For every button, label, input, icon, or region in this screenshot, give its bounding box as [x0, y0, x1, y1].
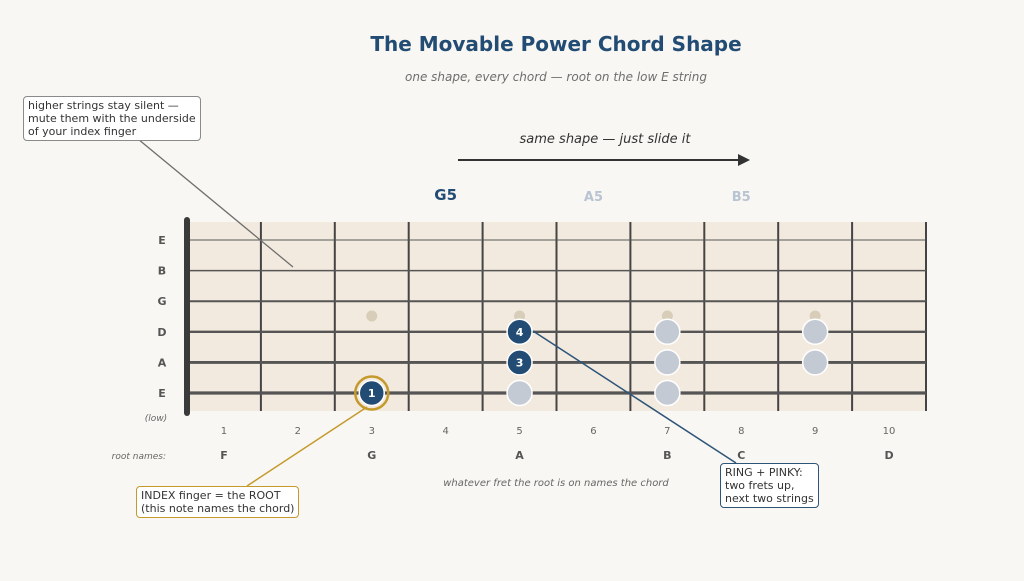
callout-leaders — [137, 138, 737, 487]
root-name: D — [884, 449, 893, 462]
finger-number: 3 — [516, 356, 524, 369]
root-name: B — [663, 449, 671, 462]
ghost-note — [506, 379, 533, 407]
fret-number: 2 — [295, 426, 301, 437]
ring-leader-line — [532, 330, 737, 464]
slide-arrow-icon — [458, 154, 750, 166]
fret-number: 10 — [883, 426, 896, 437]
string-label: B — [158, 265, 166, 278]
mute-callout-line: mute them with the underside — [28, 112, 196, 125]
fret-number: 4 — [442, 426, 448, 437]
inlay-dot — [809, 310, 821, 322]
fret-number: 7 — [664, 426, 670, 437]
inlay-dot — [366, 310, 378, 322]
string-label: A — [158, 356, 167, 369]
finger-dot — [358, 379, 385, 407]
string-label: E — [158, 387, 166, 400]
inlay-dot — [661, 310, 673, 322]
ghost-note — [654, 349, 681, 376]
chord-name-b5: B5 — [732, 190, 751, 205]
mute-callout: higher strings stay silent — mute them w… — [23, 96, 201, 141]
root-names-label: root names: — [112, 452, 166, 462]
fret-numbers: 1 2 3 4 5 6 7 8 9 10 — [221, 426, 896, 437]
string-label: D — [157, 326, 166, 339]
string-label: G — [157, 295, 166, 308]
index-callout-line: INDEX finger = the ROOT — [141, 489, 281, 502]
fret-number: 3 — [369, 426, 375, 437]
finger-dot — [506, 318, 533, 346]
root-ring — [354, 375, 390, 411]
finger-number: 4 — [516, 326, 524, 339]
root-name: F — [220, 449, 228, 462]
fret-number: 6 — [590, 426, 596, 437]
fret-number: 5 — [516, 426, 522, 437]
mute-callout-line: higher strings stay silent — — [28, 99, 179, 112]
root-name: C — [737, 449, 745, 462]
finger-notes: 1 3 4 — [354, 318, 829, 411]
mute-leader-line — [137, 138, 294, 268]
ring-callout: RING + PINKY: two frets up, next two str… — [720, 463, 819, 508]
ghost-note — [654, 318, 681, 346]
ring-callout-line: RING + PINKY: — [725, 466, 803, 479]
slide-label: same shape — just slide it — [520, 132, 692, 147]
ring-callout-line: two frets up, — [725, 479, 795, 492]
root-name: G — [367, 449, 376, 462]
ring-callout-line: next two strings — [725, 492, 814, 505]
mute-callout-line: of your index finger — [28, 125, 137, 138]
index-callout-line: (this note names the chord) — [141, 502, 295, 515]
low-string-label: (low) — [145, 414, 167, 424]
chord-names: G5 A5 B5 — [434, 186, 750, 205]
diagram-subtitle: one shape, every chord — root on the low… — [405, 70, 707, 84]
string-labels: E B G D A E (low) — [145, 234, 167, 424]
finger-number: 1 — [368, 387, 376, 400]
root-name: A — [515, 449, 524, 462]
fretboard — [184, 217, 927, 416]
string-label: E — [158, 234, 166, 247]
ghost-note — [654, 379, 681, 407]
ghost-note — [801, 318, 829, 346]
bottom-note: whatever fret the root is on names the c… — [443, 478, 669, 489]
fret-number: 8 — [738, 426, 744, 437]
chord-name-a5: A5 — [584, 190, 603, 205]
root-names: root names: F G A B C D — [112, 449, 894, 462]
fret-number: 1 — [221, 426, 227, 437]
chord-name-g5: G5 — [434, 186, 457, 204]
index-callout: INDEX finger = the ROOT (this note names… — [136, 486, 300, 518]
fret-number: 9 — [812, 426, 818, 437]
finger-dot — [506, 349, 533, 376]
index-leader-line — [246, 406, 368, 487]
inlay-dot — [514, 310, 526, 322]
ghost-note — [801, 349, 829, 376]
diagram-title: The Movable Power Chord Shape — [370, 32, 741, 56]
